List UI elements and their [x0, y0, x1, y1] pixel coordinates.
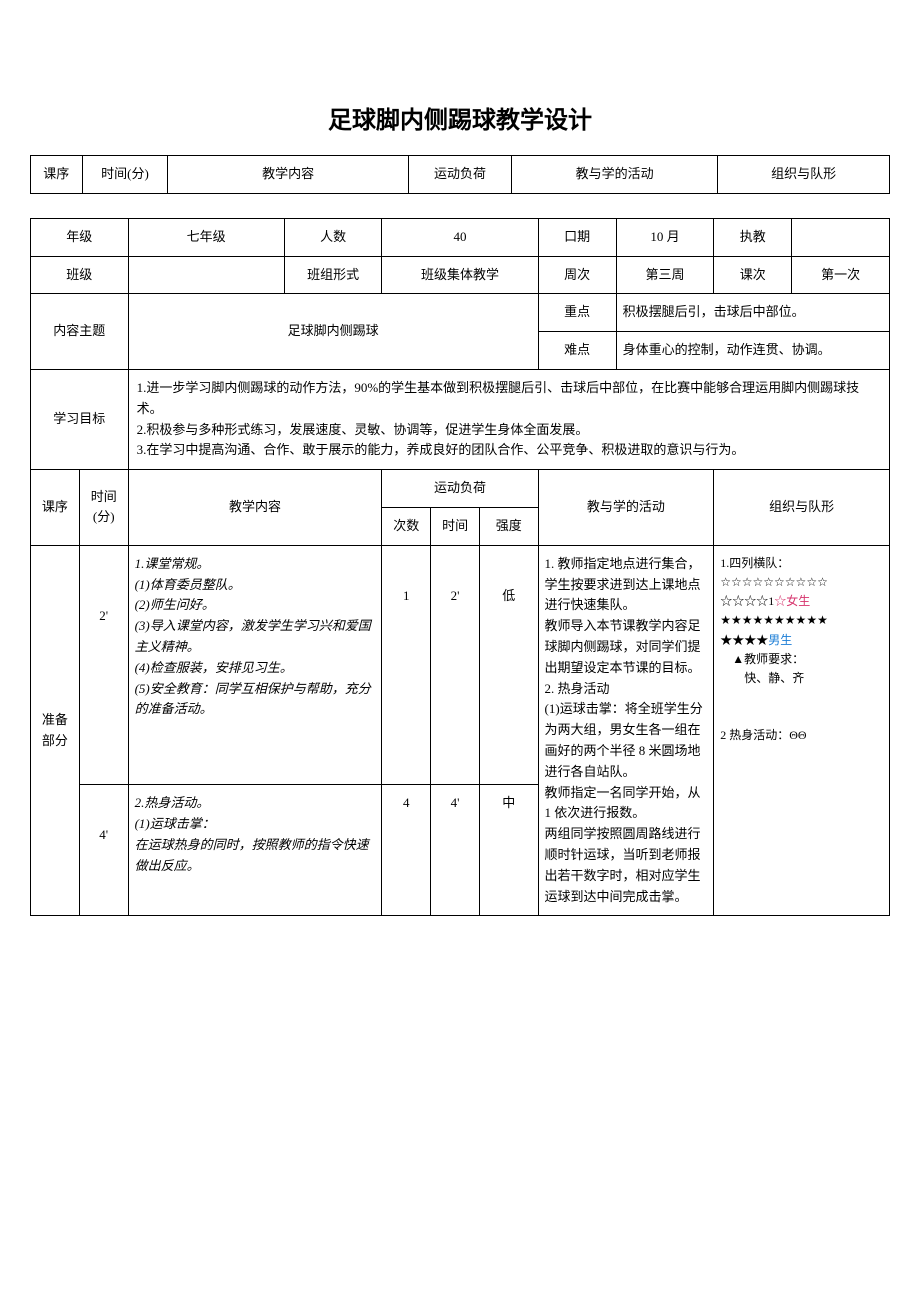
week-label: 周次 [538, 256, 616, 294]
formation-stars1: ☆☆☆☆☆☆☆☆☆☆ [720, 575, 828, 589]
form-value: 班级集体教学 [382, 256, 538, 294]
class-label: 班级 [31, 256, 129, 294]
prep-times1: 1 [382, 545, 431, 785]
key-label: 重点 [538, 294, 616, 332]
prep-dur1: 2' [431, 545, 480, 785]
prep-seq: 准备部分 [31, 545, 80, 916]
page-title: 足球脚内侧踢球教学设计 [30, 100, 890, 135]
prep-activity: 1. 教师指定地点进行集合，学生按要求进到达上课地点进行快速集队。 教师导入本节… [538, 545, 714, 916]
diff-value: 身体重心的控制，动作连贯、协调。 [616, 332, 889, 370]
form-label: 班组形式 [284, 256, 382, 294]
col-time: 时间(分) [82, 156, 168, 194]
formation-male: 男生 [768, 633, 792, 647]
lesson-plan-table: 年级 七年级 人数 40 口期 10 月 执教 班级 班组形式 班级集体教学 周… [30, 218, 890, 917]
formation-tri: ▲教师要求： [732, 652, 804, 666]
prep-content2: 2.热身活动。 (1)运球击掌： 在运球热身的同时，按照教师的指令快速做出反应。 [128, 785, 382, 916]
formation-warm: 2 热身活动：ΘΘ [720, 728, 806, 742]
diff-label: 难点 [538, 332, 616, 370]
formation-stars2: ★★★★★★★★★★ [720, 613, 828, 627]
col-load: 运动负荷 [408, 156, 511, 194]
prep-content1: 1.课堂常规。 (1)体育委员整队。 (2)师生问好。 (3)导入课堂内容，激发… [128, 545, 382, 785]
goal-row: 学习目标 1.进一步学习脚内侧踢球的动作方法，90%的学生基本做到积极摆腿后引、… [31, 369, 890, 469]
head-duration: 时间 [431, 507, 480, 545]
head-activity: 教与学的活动 [538, 470, 714, 546]
head-load: 运动负荷 [382, 470, 538, 508]
head-time: 时间(分) [79, 470, 128, 546]
grade-label: 年级 [31, 218, 129, 256]
prep-int2: 中 [479, 785, 538, 916]
goal-label: 学习目标 [31, 369, 129, 469]
head-seq: 课序 [31, 470, 80, 546]
goal-value: 1.进一步学习脚内侧踢球的动作方法，90%的学生基本做到积极摆腿后引、击球后中部… [128, 369, 889, 469]
prep-row-1: 准备部分 2' 1.课堂常规。 (1)体育委员整队。 (2)师生问好。 (3)导… [31, 545, 890, 785]
formation-stars1b-a: ☆☆☆☆1 [720, 594, 774, 608]
col-formation: 组织与队形 [718, 156, 890, 194]
head-content: 教学内容 [128, 470, 382, 546]
formation-req: 快、静、齐 [744, 671, 804, 685]
session-label: 课次 [714, 256, 792, 294]
date-label: 口期 [538, 218, 616, 256]
col-content: 教学内容 [168, 156, 409, 194]
head-times: 次数 [382, 507, 431, 545]
prep-int1: 低 [479, 545, 538, 785]
section-header-1: 课序 时间(分) 教学内容 运动负荷 教与学的活动 组织与队形 [31, 470, 890, 508]
head-formation: 组织与队形 [714, 470, 890, 546]
meta-row-2: 班级 班组形式 班级集体教学 周次 第三周 课次 第一次 [31, 256, 890, 294]
prep-time1: 2' [79, 545, 128, 785]
meta-row-1: 年级 七年级 人数 40 口期 10 月 执教 [31, 218, 890, 256]
formation-stars2b-a: ★★★★ [720, 633, 768, 647]
head-intensity: 强度 [479, 507, 538, 545]
count-value: 40 [382, 218, 538, 256]
topic-label: 内容主题 [31, 294, 129, 370]
date-value: 10 月 [616, 218, 714, 256]
grade-value: 七年级 [128, 218, 284, 256]
topic-value: 足球脚内侧踢球 [128, 294, 538, 370]
prep-formation: 1.四列横队： ☆☆☆☆☆☆☆☆☆☆ ☆☆☆☆1☆女生 ★★★★★★★★★★ ★… [714, 545, 890, 916]
prep-times2: 4 [382, 785, 431, 916]
formation-female: ☆女生 [774, 594, 810, 608]
col-seq: 课序 [31, 156, 83, 194]
key-value: 积极摆腿后引，击球后中部位。 [616, 294, 889, 332]
session-value: 第一次 [792, 256, 890, 294]
count-label: 人数 [284, 218, 382, 256]
teacher-label: 执教 [714, 218, 792, 256]
prep-dur2: 4' [431, 785, 480, 916]
prep-time2: 4' [79, 785, 128, 916]
class-value [128, 256, 284, 294]
col-activity: 教与学的活动 [512, 156, 718, 194]
topic-row-1: 内容主题 足球脚内侧踢球 重点 积极摆腿后引，击球后中部位。 [31, 294, 890, 332]
formation-line1: 1.四列横队： [720, 556, 789, 570]
teacher-value [792, 218, 890, 256]
week-value: 第三周 [616, 256, 714, 294]
header-table: 课序 时间(分) 教学内容 运动负荷 教与学的活动 组织与队形 [30, 155, 890, 194]
